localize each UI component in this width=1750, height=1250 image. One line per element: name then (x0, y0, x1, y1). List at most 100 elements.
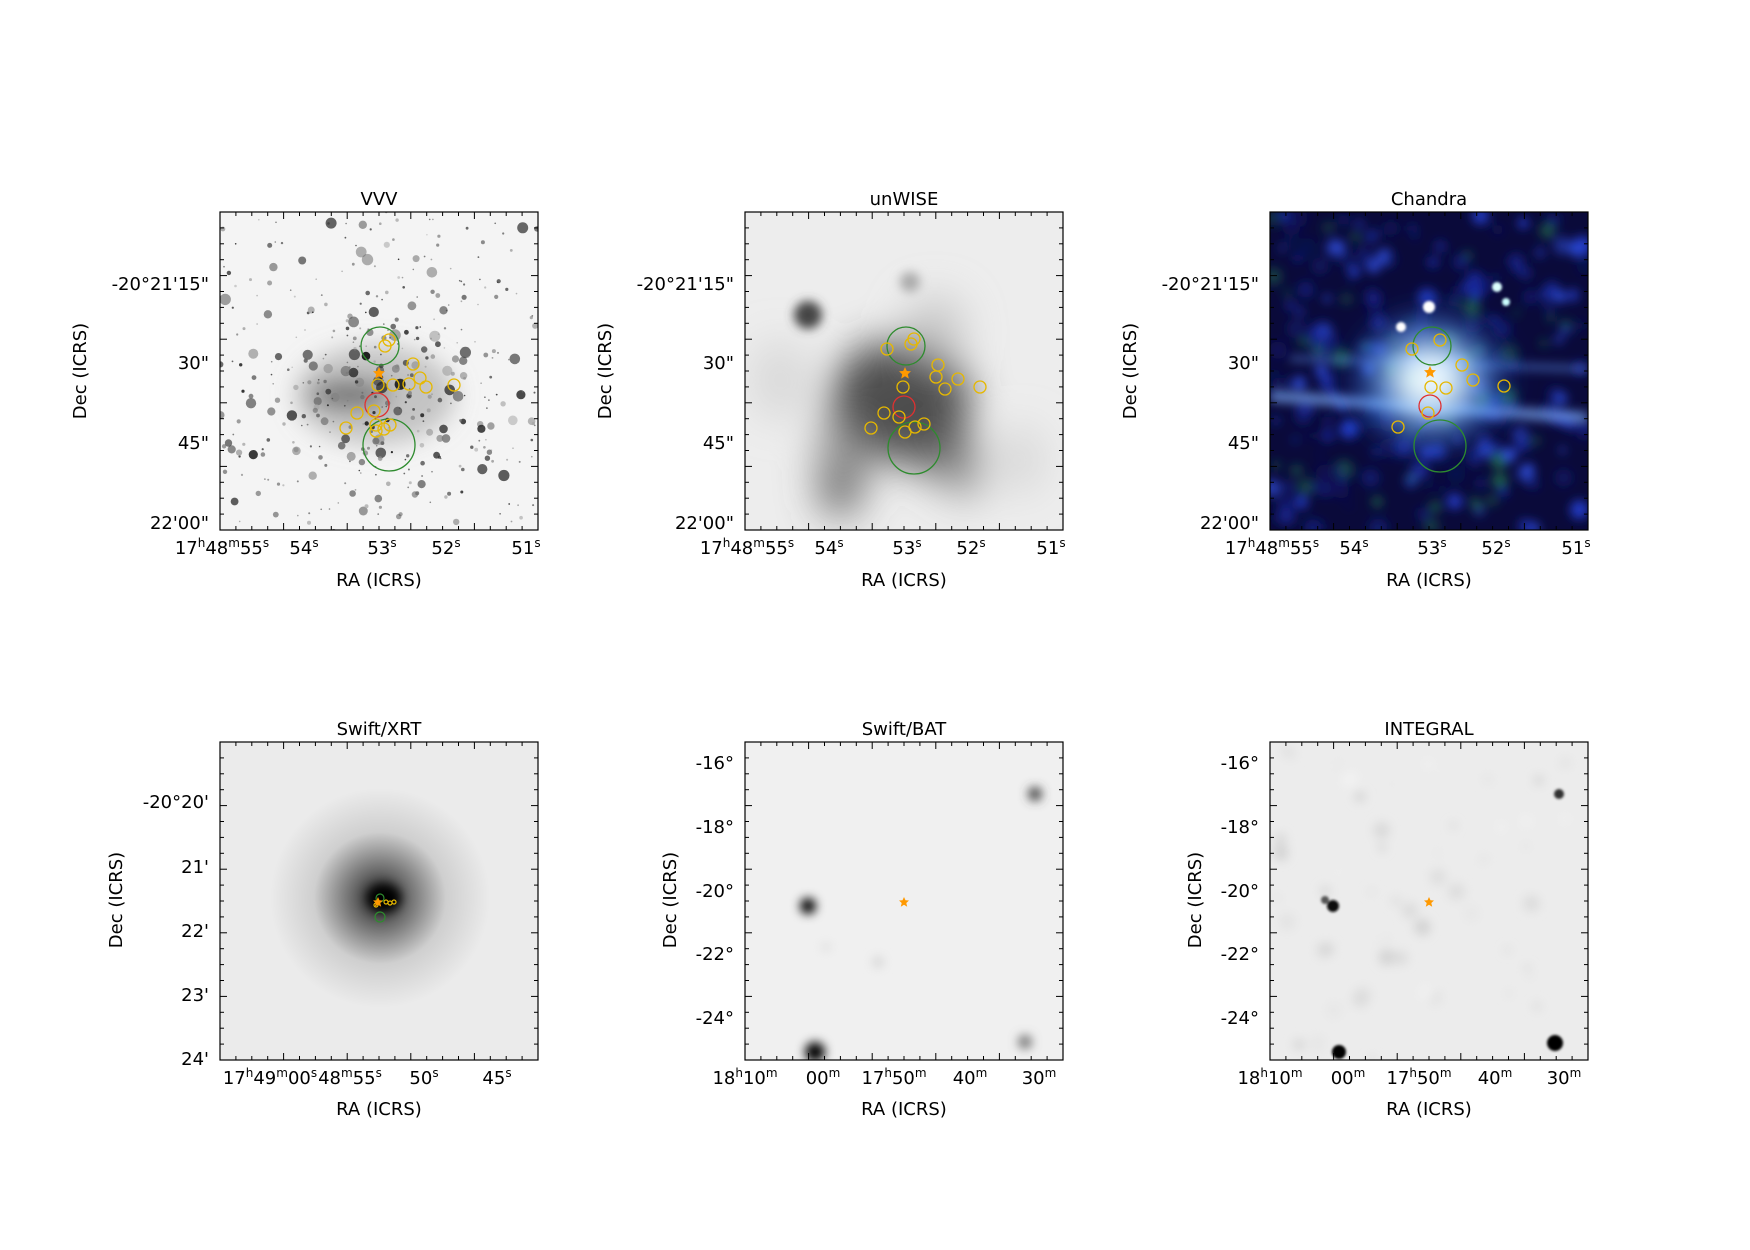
star (499, 513, 501, 515)
star (470, 445, 474, 449)
star (375, 447, 387, 459)
y-axis-label: Dec (ICRS) (595, 323, 616, 419)
star (355, 246, 367, 258)
noise-blob (1316, 480, 1334, 498)
star (234, 243, 237, 245)
star (459, 356, 468, 365)
star (293, 384, 299, 391)
y-tick-label: -24° (696, 1008, 734, 1029)
star (487, 422, 495, 430)
y-tick-label: 24' (181, 1049, 209, 1070)
star (324, 463, 328, 467)
red-region-circle (364, 392, 390, 418)
star (270, 373, 273, 376)
noise-blob (1278, 244, 1287, 252)
star (230, 497, 239, 506)
star (515, 292, 518, 295)
star (348, 316, 359, 328)
star (533, 391, 536, 394)
star (248, 393, 254, 399)
x-tick-label: 45s (482, 1066, 511, 1089)
star (373, 265, 376, 268)
star (509, 249, 513, 252)
noise-blob (1446, 493, 1463, 510)
star (332, 329, 336, 333)
star (370, 430, 373, 433)
star (325, 217, 337, 229)
star (390, 374, 393, 377)
noise-blob (1372, 496, 1383, 507)
noise-blob (1330, 757, 1347, 775)
star (496, 279, 501, 284)
bright-core (1340, 300, 1520, 460)
star (415, 491, 420, 496)
star-marker (899, 367, 911, 379)
noise-blob (1447, 882, 1466, 901)
star (266, 438, 271, 442)
star (381, 298, 383, 301)
star (345, 371, 349, 375)
star (220, 226, 226, 232)
panel-chandra: Chandra (1120, 189, 1591, 591)
star (353, 323, 356, 326)
star (226, 270, 232, 276)
star (308, 512, 311, 515)
panel-integral: INTEGRAL RA (ICRS) Dec (ICRS) -16° -18° … (1185, 719, 1589, 1120)
star (318, 455, 323, 460)
star (346, 399, 349, 402)
noise-blob (1273, 832, 1288, 847)
star (320, 294, 323, 296)
noise-blob (1318, 522, 1326, 530)
star (461, 467, 465, 472)
star (424, 365, 427, 368)
noise-blob (1316, 450, 1324, 458)
star (407, 468, 410, 471)
star (436, 243, 440, 247)
star (332, 420, 335, 423)
y-tick-label: 45" (703, 433, 734, 454)
noise-blob (1306, 431, 1317, 441)
star (375, 295, 379, 298)
x-tick-label: 00m (806, 1066, 841, 1089)
noise-blob (1570, 500, 1588, 519)
star (445, 309, 448, 312)
star (324, 353, 327, 356)
star (359, 327, 362, 330)
star (298, 256, 307, 265)
star (531, 455, 533, 458)
star (447, 491, 452, 496)
noise-blob (1566, 288, 1580, 302)
noise-blob (1450, 822, 1457, 829)
star (293, 295, 296, 298)
star (417, 480, 426, 489)
star (375, 473, 377, 476)
star (380, 353, 382, 356)
star (359, 302, 362, 305)
x-tick-label: 40m (953, 1066, 988, 1089)
star (517, 222, 529, 234)
star (272, 383, 275, 385)
y-tick-labels: -16° -18° -20° -22° -24° (696, 753, 734, 1029)
noise-blob (1522, 894, 1541, 912)
y-tick-labels: -16° -18° -20° -22° -24° (1221, 753, 1259, 1029)
noise-blob (1515, 438, 1530, 452)
star (289, 289, 292, 292)
noise-blob (1286, 318, 1306, 339)
star (422, 420, 425, 423)
star (453, 518, 460, 526)
star (459, 372, 468, 380)
noise-blob (1434, 240, 1447, 253)
star (491, 357, 494, 359)
star (395, 218, 399, 222)
noise-blob (1325, 334, 1340, 350)
noise-blob (1519, 266, 1532, 280)
noise-blob (1298, 336, 1310, 347)
star-marker (373, 367, 385, 379)
star (234, 284, 237, 288)
star-field (220, 212, 538, 530)
noise-blob (1323, 294, 1331, 303)
y-tick-label: 45" (1228, 433, 1259, 454)
star (343, 404, 346, 407)
star (365, 345, 368, 348)
star (404, 329, 409, 335)
